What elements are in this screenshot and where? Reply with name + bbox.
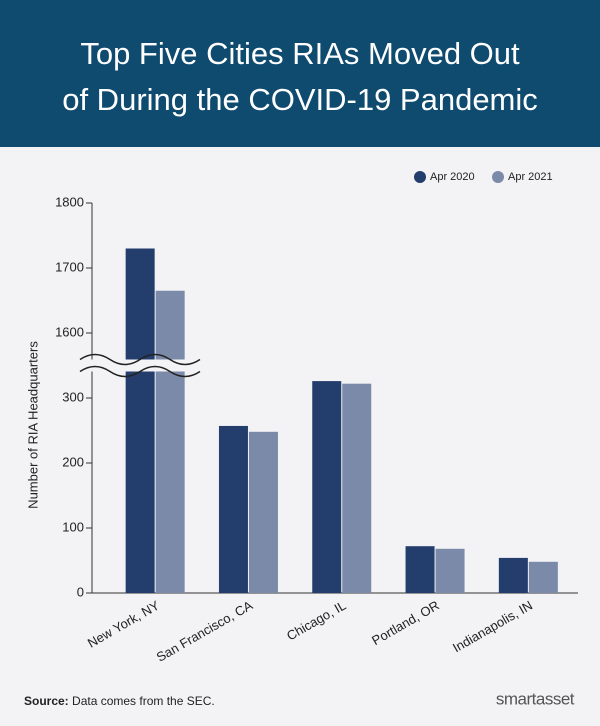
source-text: Data comes from the SEC. — [72, 694, 215, 708]
bar — [125, 248, 155, 593]
y-tick-label: 1700 — [55, 259, 84, 274]
y-tick-label: 0 — [77, 584, 84, 599]
bar — [498, 557, 528, 593]
bar — [342, 383, 372, 593]
y-tick-label: 300 — [62, 389, 84, 404]
header — [0, 0, 600, 147]
bar — [528, 561, 558, 593]
bar — [312, 381, 342, 593]
legend-swatch — [414, 171, 426, 183]
bar — [435, 548, 465, 593]
legend-swatch — [492, 171, 504, 183]
source: Source: Data comes from the SEC. — [24, 694, 215, 708]
source-label: Source: — [24, 694, 69, 708]
bar — [155, 290, 185, 593]
title-line: Top Five Cities RIAs Moved Out — [80, 36, 520, 71]
legend-label: Apr 2021 — [508, 171, 553, 183]
bar — [405, 546, 435, 593]
y-tick-label: 200 — [62, 454, 84, 469]
y-tick-label: 100 — [62, 519, 84, 534]
bar — [218, 425, 248, 593]
bar — [248, 431, 278, 593]
axis-break-line — [79, 353, 201, 366]
y-axis-label: Number of RIA Headquarters — [25, 341, 40, 509]
legend-label: Apr 2020 — [430, 171, 475, 183]
axis-break-line — [79, 365, 201, 378]
y-tick-label: 1800 — [55, 194, 84, 209]
brand: smartasset — [496, 689, 575, 708]
title-line: of During the COVID-19 Pandemic — [62, 82, 538, 117]
y-tick-label: 1600 — [55, 324, 84, 339]
axis-break-gap — [80, 359, 200, 372]
